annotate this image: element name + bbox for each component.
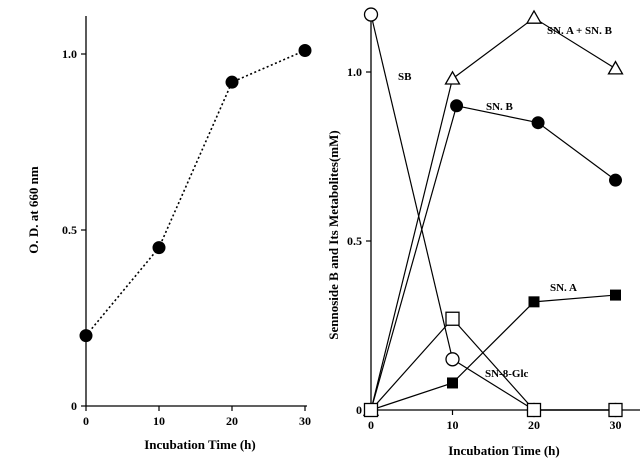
series-line [370, 317, 616, 411]
data-point-filled-circle [450, 99, 464, 113]
y-tick-label: 1.0 [347, 65, 362, 79]
data-point-open-circle [363, 7, 379, 22]
od-chart-panel: 0 10 20 30 0 0.5 1.0 Incubation Time (h) O. D.… [26, 16, 312, 452]
data-point-filled-circle [79, 329, 93, 343]
series-line [370, 17, 616, 411]
y-axis-label: Sennoside B and Its Metabolites(mM) [326, 130, 341, 339]
series-label-sn-b: SN. B [486, 101, 514, 113]
data-point-filled-circle [225, 75, 239, 89]
series-line [85, 49, 306, 337]
y-tick-label: 1.0 [62, 47, 77, 61]
y-tick-label: 0 [71, 399, 77, 413]
data-point-open-triangle [444, 70, 461, 85]
data-point-filled-circle [531, 116, 545, 130]
x-tick-label: 20 [226, 414, 238, 428]
series-line [370, 105, 616, 411]
x-tick-label: 20 [528, 418, 540, 432]
data-point-filled-circle [609, 173, 622, 187]
data-point-filled-square [610, 289, 621, 301]
data-point-filled-square [528, 296, 540, 308]
series-label-sn-8-glc: SN-8-Glc [485, 368, 529, 380]
x-tick-label: 30 [610, 418, 622, 432]
x-tick-label: 30 [299, 414, 311, 428]
series-label-sn-a-plus-sn-b: SN. A + SN. B [547, 25, 613, 37]
plot-area [79, 43, 312, 343]
data-point-open-square [445, 311, 460, 326]
data-point-open-square [526, 402, 542, 418]
series-line [370, 294, 616, 411]
data-point-filled-circle [298, 43, 312, 57]
data-point-open-square [363, 402, 379, 418]
data-point-open-circle [445, 352, 460, 367]
data-point-filled-square [447, 377, 458, 389]
y-tick-label: 0.5 [347, 234, 362, 248]
y-axis-label: O. D. at 660 nm [26, 166, 41, 254]
axis-ticks: 0 10 20 30 0 0.5 1.0 [62, 47, 311, 428]
series-label-sn-a: SN. A [550, 282, 577, 294]
sennoside-chart-panel: 0 10 20 30 0 0.5 1.0 Incubation Time (h) Senno… [326, 7, 640, 458]
y-tick-label: 0.5 [62, 223, 77, 237]
x-tick-label: 10 [153, 414, 165, 428]
series-label-sb: SB [398, 71, 412, 83]
x-axis-label: Incubation Time (h) [144, 437, 256, 452]
x-tick-label: 0 [83, 414, 89, 428]
data-point-open-square [608, 402, 623, 418]
x-tick-label: 10 [447, 418, 459, 432]
data-point-open-triangle [607, 60, 624, 75]
x-tick-label: 0 [368, 418, 374, 432]
y-tick-label: 0 [356, 403, 362, 417]
data-point-filled-circle [152, 241, 166, 255]
x-axis-label: Incubation Time (h) [448, 443, 560, 458]
axis-ticks: 0 10 20 30 0 0.5 1.0 [347, 65, 622, 432]
plot-area [362, 7, 624, 418]
data-point-open-triangle [525, 9, 543, 24]
